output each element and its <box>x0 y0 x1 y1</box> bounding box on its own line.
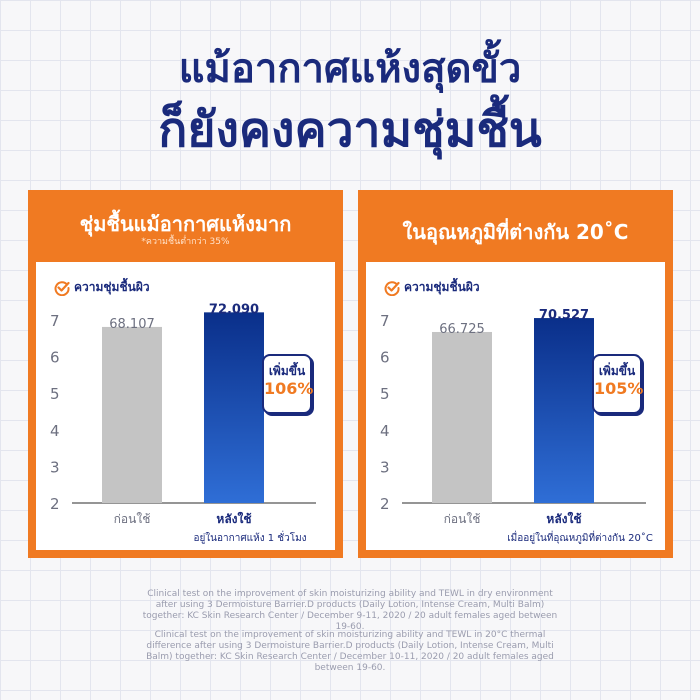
increase-badge: เพิ่มขึ้น 105% <box>592 354 644 414</box>
metric-label-text: ความชุ่มชื้นผิว <box>74 280 150 294</box>
metric-label: ความชุ่มชื้นผิว <box>54 278 150 297</box>
y-tick-label: 2 <box>50 495 60 513</box>
badge-value: 105% <box>594 379 644 398</box>
y-tick-label: 6 <box>380 349 390 367</box>
y-tick-label: 7 <box>50 312 60 330</box>
bar-after <box>534 318 594 503</box>
headline-line-1: แม้อากาศแห้งสุดขั้ว <box>178 46 522 92</box>
y-tick-label: 4 <box>380 422 390 440</box>
panel-temp-difference: ในอุณหภูมิที่ต่างกัน 20˚C 7 6 5 4 3 2 66.725 70… <box>358 190 673 558</box>
y-tick-label: 5 <box>380 385 390 403</box>
y-tick-label: 5 <box>50 385 60 403</box>
after-condition-note: เมื่ออยู่ในที่อุณหภูมิที่ต่างกัน 20˚C <box>507 530 653 544</box>
panel-header: ชุ่มชื้นแม้อากาศแห้งมาก *ความชื้นต่ำกว่า… <box>36 198 335 262</box>
check-circle-icon <box>384 280 400 296</box>
x-category-label: หลังใช้ <box>216 511 251 526</box>
bar-before <box>102 326 162 503</box>
after-condition-note: อยู่ในอากาศแห้ง 1 ชั่วโมง <box>193 530 306 544</box>
badge-text: เพิ่มขึ้น <box>598 364 636 378</box>
metric-label-text: ความชุ่มชื้นผิว <box>404 280 480 294</box>
panel-dry-air: ชุ่มชื้นแม้อากาศแห้งมาก *ความชื้นต่ำกว่า… <box>28 190 343 558</box>
x-category-label: หลังใช้ <box>546 511 581 526</box>
chart-card: 7 6 5 4 3 2 66.725 70.527 ก่อนใช้ หลังใช้เมื่ออยู… <box>366 262 665 550</box>
bar-before <box>432 331 492 503</box>
bar-chart: 7 6 5 4 3 2 68.107 72.090 ก่อนใช้ หลังใช้อยู่ในอา… <box>50 302 316 544</box>
increase-badge: เพิ่มขึ้น 106% <box>262 354 314 414</box>
bar-value-label: 70.527 <box>539 308 589 323</box>
bar-chart: 7 6 5 4 3 2 66.725 70.527 ก่อนใช้ หลังใช้เมื่ออยู… <box>380 308 653 544</box>
bar-value-label: 66.725 <box>439 322 485 337</box>
check-circle-icon <box>54 280 70 296</box>
bar-value-label: 68.107 <box>109 317 155 332</box>
panel-subtitle: *ความชื้นต่ำกว่า 35% <box>141 237 230 247</box>
headline-line-2: ก็ยังคงความชุ่มชื้น <box>158 102 542 158</box>
panel-title: ชุ่มชื้นแม้อากาศแห้งมาก <box>79 212 292 236</box>
footnote-thermal-difference: Clinical test on the improvement of skin… <box>146 630 554 673</box>
panel-title: ในอุณหภูมิที่ต่างกัน 20˚C <box>402 220 629 244</box>
badge-text: เพิ่มขึ้น <box>268 364 306 378</box>
badge-value: 106% <box>264 379 314 398</box>
footnote-dry-environment: Clinical test on the improvement of skin… <box>142 589 558 632</box>
y-tick-label: 6 <box>50 349 60 367</box>
chart-card: 7 6 5 4 3 2 68.107 72.090 ก่อนใช้ หลังใช้อยู่ในอา… <box>36 262 335 550</box>
y-tick-label: 2 <box>380 495 390 513</box>
x-category-label: ก่อนใช้ <box>444 512 481 526</box>
x-category-label: ก่อนใช้ <box>114 512 151 526</box>
bar-value-label: 72.090 <box>209 302 259 317</box>
y-tick-label: 3 <box>380 458 390 476</box>
panel-header: ในอุณหภูมิที่ต่างกัน 20˚C <box>366 198 665 262</box>
y-tick-label: 3 <box>50 458 60 476</box>
metric-label: ความชุ่มชื้นผิว <box>384 278 480 297</box>
y-tick-label: 4 <box>50 422 60 440</box>
bar-after <box>204 312 264 503</box>
y-tick-label: 7 <box>380 312 390 330</box>
